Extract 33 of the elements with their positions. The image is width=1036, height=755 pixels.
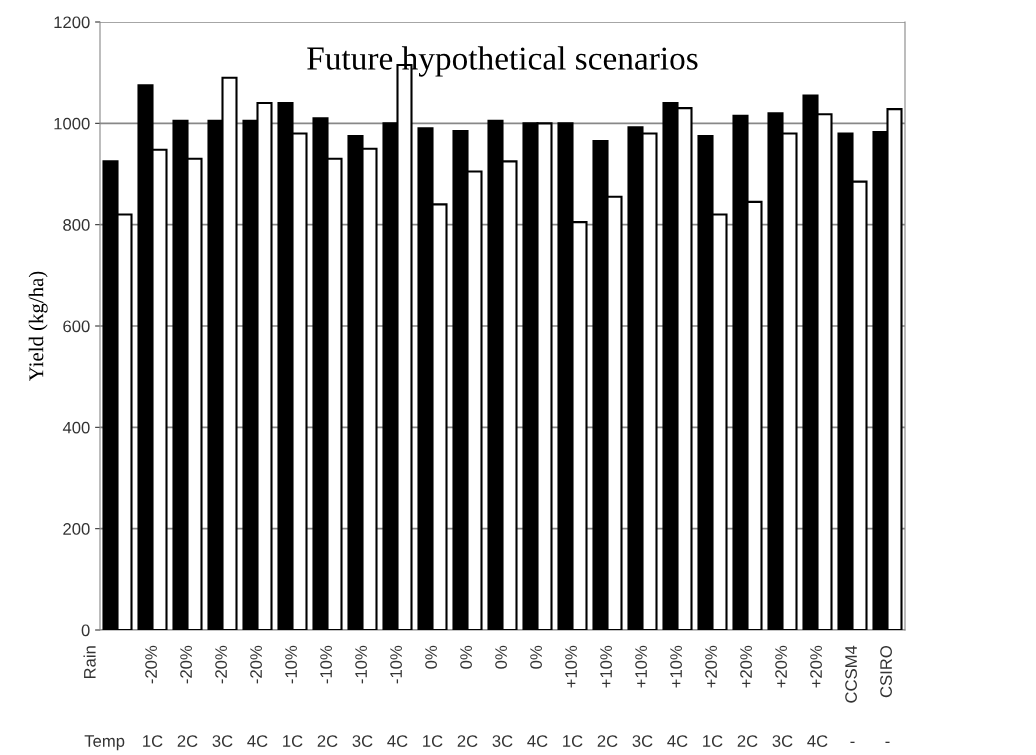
category-label: 0% 3C xyxy=(492,645,513,747)
category-label: +10% 2C xyxy=(597,645,618,747)
y-axis-title: Yield (kg/ha) xyxy=(28,271,48,382)
text: Future hypothetical scenarios xyxy=(307,46,698,77)
category-label: +10% 4C xyxy=(667,645,688,747)
category-label: CCSM4 - xyxy=(845,645,857,744)
category-label: -20% 1C xyxy=(143,645,163,747)
text: Rain xyxy=(83,646,96,679)
y-tick-label: 400 xyxy=(62,421,90,434)
y-tick-label: 1000 xyxy=(54,117,90,130)
category-label: -10% 1C xyxy=(283,645,303,747)
category-label: +20% 4C xyxy=(807,645,828,747)
category-label: -10% 2C xyxy=(317,645,338,747)
y-tick-label: 1200 xyxy=(54,16,90,29)
y-tick-label: 800 xyxy=(63,219,90,231)
category-label: +20% 3C xyxy=(772,645,793,747)
y-tick-label: 0 xyxy=(81,624,90,637)
category-label: 0% 1C xyxy=(423,645,443,747)
category-label: CSIRO - xyxy=(880,646,892,744)
text: Temp xyxy=(84,735,125,751)
category-label: +20% 2C xyxy=(737,645,758,747)
category-label: 0% 4C xyxy=(527,645,548,747)
category-label: -10% 3C xyxy=(352,645,373,747)
category-label: -20% 2C xyxy=(177,645,198,747)
category-label: 0% 2C xyxy=(457,645,478,747)
category-label: -10% 4C xyxy=(387,645,408,747)
category-label: +10% 1C xyxy=(563,645,583,747)
category-label: -20% 4C xyxy=(247,645,268,747)
category-label: +20% 1C xyxy=(703,645,723,747)
y-tick-label: 600 xyxy=(63,320,90,333)
y-tick-label: 200 xyxy=(63,523,90,535)
category-label: -20% 3C xyxy=(212,645,233,747)
category-label: +10% 3C xyxy=(632,645,653,747)
